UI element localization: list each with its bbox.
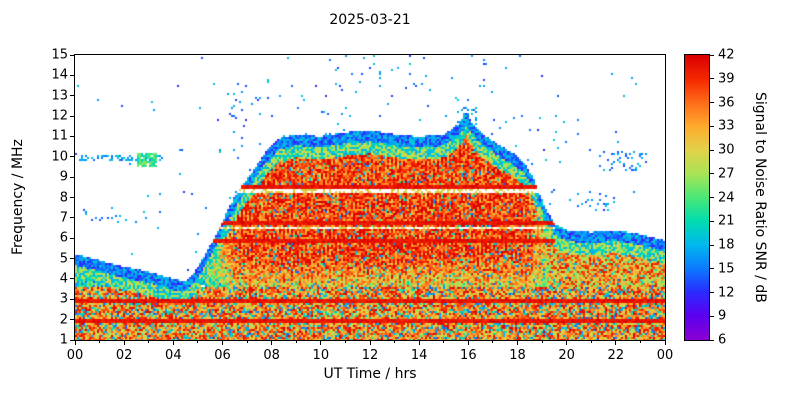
tick-mark: [590, 340, 592, 343]
tick-mark: [271, 340, 273, 345]
tick-mark: [710, 149, 714, 151]
tick-mark: [246, 340, 248, 343]
colorbar-tick-label: 12: [718, 285, 735, 300]
tick-mark: [710, 220, 714, 222]
tick-mark: [443, 340, 445, 343]
y-tick-label: 3: [59, 291, 68, 307]
tick-mark: [710, 125, 714, 127]
tick-mark: [566, 340, 568, 345]
tick-mark: [172, 340, 174, 345]
tick-mark: [320, 340, 322, 345]
y-tick-label: 2: [59, 312, 68, 328]
x-tick-label: 20: [558, 348, 575, 363]
y-tick-label: 10: [51, 149, 68, 165]
y-tick-label: 15: [51, 47, 68, 63]
tick-mark: [664, 340, 666, 345]
colorbar-tick-label: 39: [718, 71, 735, 87]
tick-mark: [492, 340, 494, 343]
tick-mark: [418, 340, 420, 345]
colorbar-tick-label: 21: [718, 213, 735, 229]
tick-mark: [467, 340, 469, 345]
y-tick-label: 14: [51, 67, 68, 83]
colorbar-tick-label: 42: [718, 47, 735, 63]
tick-mark: [369, 340, 371, 345]
colorbar-tick-label: 18: [718, 237, 735, 253]
tick-mark: [74, 340, 76, 345]
tick-mark: [295, 340, 297, 343]
tick-mark: [710, 339, 714, 341]
y-tick-label: 12: [51, 108, 68, 124]
y-tick-label: 1: [59, 332, 68, 348]
heatmap-canvas: [75, 55, 665, 340]
y-tick-label: 6: [59, 230, 68, 246]
y-axis-label: Frequency / MHz: [10, 139, 26, 256]
tick-mark: [710, 268, 714, 270]
y-tick-label: 4: [59, 271, 68, 287]
y-tick-label: 9: [59, 169, 68, 185]
tick-mark: [710, 102, 714, 103]
colorbar-gradient: [685, 55, 709, 340]
tick-mark: [710, 315, 714, 317]
x-tick-label: 14: [410, 348, 428, 363]
colorbar-tick-label: 27: [718, 166, 735, 182]
colorbar-tick-label: 15: [718, 261, 735, 277]
colorbar-tick-label: 6: [718, 332, 727, 348]
colorbar-tick-label: 24: [718, 190, 735, 205]
tick-mark: [517, 340, 518, 345]
y-tick-label: 13: [51, 88, 68, 104]
tick-mark: [710, 54, 714, 56]
tick-mark: [639, 340, 641, 343]
tick-mark: [615, 340, 617, 345]
x-tick-label: 06: [214, 348, 231, 363]
x-tick-label: 02: [115, 348, 133, 363]
y-tick-label: 7: [59, 210, 68, 226]
y-tick-label: 11: [51, 128, 68, 144]
tick-mark: [541, 340, 543, 343]
x-tick-label: 22: [607, 348, 625, 363]
x-axis-label: UT Time / hrs: [323, 366, 417, 382]
x-tick-label: 04: [165, 348, 182, 363]
x-tick-label: 18: [509, 348, 526, 363]
tick-mark: [344, 340, 346, 343]
tick-mark: [394, 340, 396, 343]
tick-mark: [123, 340, 125, 345]
x-tick-label: 00: [656, 348, 674, 363]
tick-mark: [710, 244, 714, 246]
colorbar-tick-label: 33: [718, 118, 735, 134]
x-tick-label: 08: [263, 348, 280, 363]
tick-mark: [710, 292, 714, 293]
x-tick-label: 16: [460, 348, 477, 363]
colorbar-tick-label: 30: [718, 142, 735, 158]
tick-mark: [197, 340, 199, 343]
x-tick-label: 10: [312, 348, 330, 363]
colorbar-tick-label: 36: [718, 95, 735, 110]
x-tick-label: 12: [361, 348, 379, 363]
y-tick-label: 8: [59, 190, 68, 205]
tick-mark: [99, 340, 101, 343]
tick-mark: [710, 78, 714, 80]
tick-mark: [710, 197, 714, 198]
chart-title: 2025-03-21: [329, 12, 411, 28]
tick-mark: [222, 340, 223, 345]
colorbar-tick-label: 9: [718, 308, 727, 324]
colorbar-label: Signal to Noise Ratio SNR / dB: [752, 92, 768, 303]
y-tick-label: 5: [59, 251, 68, 267]
tick-mark: [148, 340, 150, 343]
x-tick-label: 00: [66, 348, 84, 363]
tick-mark: [710, 173, 714, 175]
